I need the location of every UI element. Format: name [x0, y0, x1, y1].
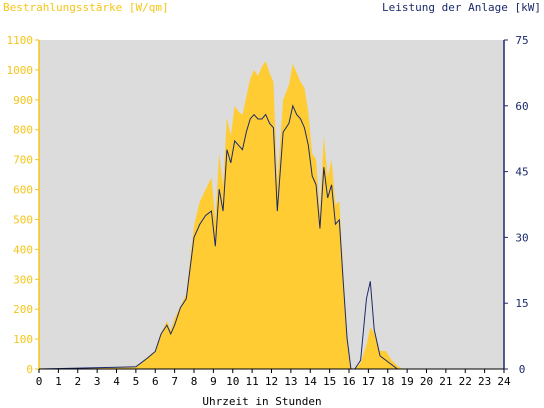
left-tick-label: 300: [13, 273, 33, 286]
right-tick-label: 0: [519, 363, 526, 376]
left-tick-label: 800: [13, 124, 33, 137]
x-tick-label: 16: [342, 375, 355, 388]
left-tick-label: 200: [13, 303, 33, 316]
left-tick-label: 100: [13, 333, 33, 346]
x-tick-label: 24: [497, 375, 511, 388]
left-tick-label: 1100: [7, 34, 34, 47]
right-tick-label: 45: [515, 166, 528, 179]
x-tick-label: 0: [36, 375, 43, 388]
left-tick-label: 600: [13, 184, 33, 197]
x-tick-label: 19: [401, 375, 414, 388]
x-tick-label: 3: [94, 375, 101, 388]
x-tick-label: 9: [210, 375, 217, 388]
irradiance-area: [39, 60, 504, 369]
x-axis-ticks: 0 1 2 3 4 5 6 7 8 9 10 11 12 13 14 15 16 17 18 19 20 21 22 23 24: [36, 369, 511, 388]
x-tick-label: 22: [459, 375, 472, 388]
right-tick-label: 75: [515, 34, 528, 47]
x-tick-label: 14: [304, 375, 318, 388]
x-tick-label: 21: [439, 375, 452, 388]
left-tick-label: 500: [13, 213, 33, 226]
power-line: [38, 104, 504, 370]
right-tick-label: 30: [515, 231, 528, 244]
x-tick-label: 10: [226, 375, 239, 388]
x-tick-label: 4: [113, 375, 120, 388]
x-tick-label: 20: [420, 375, 433, 388]
left-axis-title: Bestrahlungsstärke [W/qm]: [3, 1, 169, 14]
x-tick-label: 8: [191, 375, 198, 388]
x-tick-label: 1: [55, 375, 62, 388]
left-tick-label: 900: [13, 94, 33, 107]
x-tick-label: 7: [171, 375, 178, 388]
x-tick-label: 18: [381, 375, 394, 388]
x-tick-label: 23: [478, 375, 491, 388]
x-tick-label: 15: [323, 375, 336, 388]
x-tick-label: 6: [152, 375, 159, 388]
x-tick-label: 5: [133, 375, 140, 388]
left-tick-label: 700: [13, 154, 33, 167]
x-tick-label: 17: [362, 375, 375, 388]
x-tick-label: 12: [265, 375, 278, 388]
right-tick-label: 60: [515, 100, 528, 113]
left-tick-label: 0: [26, 363, 33, 376]
left-tick-label: 1000: [7, 64, 34, 77]
right-axis-title: Leistung der Anlage [kW]: [382, 1, 541, 14]
x-axis-title: Uhrzeit in Stunden: [202, 395, 321, 408]
x-tick-label: 11: [246, 375, 259, 388]
right-axis-ticks: 0 15 30 45 60 75: [504, 34, 529, 376]
left-tick-label: 400: [13, 243, 33, 256]
x-tick-label: 13: [284, 375, 297, 388]
left-axis-ticks: 0 100 200 300 400 500 600 700 800 900 1000 1100: [7, 34, 39, 376]
right-tick-label: 15: [515, 297, 528, 310]
x-tick-label: 2: [74, 375, 81, 388]
